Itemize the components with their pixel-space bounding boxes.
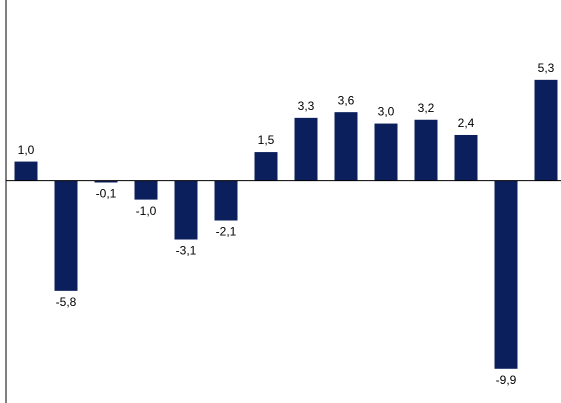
- value-label: 2,4: [458, 116, 475, 130]
- bar: [174, 180, 198, 240]
- value-label: 1,0: [18, 143, 35, 157]
- value-label: 3,0: [378, 105, 395, 119]
- bar: [294, 117, 318, 181]
- value-label: -5,8: [56, 295, 77, 309]
- value-label: 3,3: [298, 99, 315, 113]
- bar: [454, 134, 478, 181]
- bar: [214, 180, 238, 221]
- value-label: -1,0: [136, 204, 157, 218]
- bar: [14, 161, 38, 181]
- value-label: -3,1: [176, 244, 197, 258]
- value-label: -9,9: [496, 373, 517, 387]
- bar: [494, 180, 518, 369]
- bar: [334, 112, 358, 181]
- value-label: -0,1: [96, 187, 117, 201]
- value-label: -2,1: [216, 225, 237, 239]
- value-label: 5,3: [538, 61, 555, 75]
- bar: [54, 180, 78, 291]
- bar: [94, 180, 118, 183]
- bar: [534, 79, 558, 181]
- value-label: 1,5: [258, 133, 275, 147]
- bar: [134, 180, 158, 200]
- bar: [374, 123, 398, 181]
- value-label: 3,2: [418, 101, 435, 115]
- bar: [254, 152, 278, 181]
- bar: [414, 119, 438, 181]
- value-label: 3,6: [338, 93, 355, 107]
